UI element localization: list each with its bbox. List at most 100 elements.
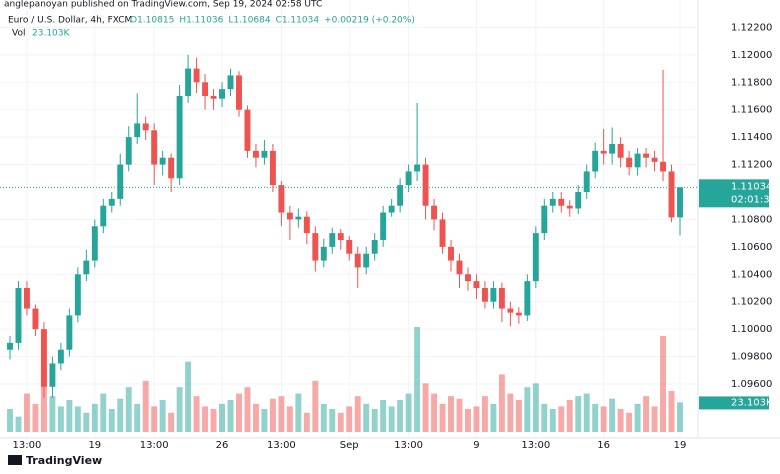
volume-bar	[677, 402, 683, 432]
candle-body	[549, 198, 556, 206]
volume-bar	[380, 400, 387, 432]
volume-bar	[83, 412, 90, 432]
volume-bar	[244, 387, 251, 432]
volume-bar	[490, 403, 497, 432]
volume-bar	[312, 380, 319, 432]
candle-body	[371, 240, 378, 254]
volume-bar	[507, 393, 514, 432]
volume-bar	[57, 406, 64, 432]
candle-body	[558, 198, 565, 206]
volume-bar	[125, 387, 132, 432]
volume-bar	[185, 361, 192, 432]
volume-bar	[202, 406, 209, 432]
volume-bar	[498, 374, 505, 432]
volume-legend-value: 23.103K	[32, 29, 70, 39]
volume-bar	[524, 387, 531, 432]
volume-bar	[303, 412, 310, 432]
volume-bar	[397, 400, 404, 432]
candle-body	[439, 219, 446, 247]
candle-body	[108, 198, 115, 206]
volume-bar	[558, 406, 565, 432]
candle-body	[168, 157, 175, 179]
candle-body	[660, 161, 667, 172]
volume-bar	[278, 396, 285, 432]
candle-body	[227, 75, 234, 90]
x-tick-label: 13:00	[394, 440, 423, 451]
candle-body	[600, 150, 607, 154]
candle-body	[448, 246, 454, 261]
volume-bar	[439, 403, 446, 432]
ohlc-legend: L1.10684	[228, 16, 271, 26]
candle-body	[286, 212, 293, 220]
candle-body	[651, 157, 658, 162]
x-tick-label: 19	[674, 440, 687, 451]
symbol: Euro / U.S. Dollar, 4h, FXCM	[8, 16, 132, 26]
y-tick-label: 1.11800	[731, 77, 772, 88]
y-tick-label: 1.10400	[731, 269, 772, 280]
volume-bar	[210, 408, 217, 432]
candle-body	[202, 82, 209, 96]
volume-bar	[219, 403, 225, 432]
volume-bar	[592, 403, 599, 432]
volume-bar	[15, 416, 22, 432]
volume-bar	[583, 393, 590, 432]
volume-bar	[252, 403, 259, 432]
volume-bar	[49, 396, 56, 432]
candle-body	[151, 130, 158, 165]
volume-bar	[7, 408, 13, 432]
candle-body	[83, 260, 90, 275]
y-tick-label: 1.10600	[731, 242, 772, 253]
candle-body	[23, 288, 30, 309]
volume-bar	[566, 400, 573, 432]
candle-body	[236, 75, 242, 110]
volume-bar	[668, 391, 675, 432]
candle-body	[643, 153, 650, 158]
volume-bar	[23, 393, 30, 432]
y-tick-label: 1.10000	[731, 324, 772, 335]
candle-body	[329, 233, 336, 247]
candle-body	[414, 164, 421, 172]
y-tick-label: 1.09800	[731, 352, 772, 363]
candle-body	[481, 288, 488, 302]
candle-body	[49, 363, 56, 387]
candle-body	[541, 205, 548, 234]
candle-body	[219, 89, 225, 99]
volume-bar	[465, 408, 471, 432]
volume-bar	[532, 383, 539, 432]
candle-body	[193, 68, 200, 83]
ohlc-legend: C1.11034	[276, 16, 320, 26]
candle-body	[422, 164, 429, 206]
candle-body	[354, 253, 361, 268]
x-tick-label: 13:00	[13, 440, 42, 451]
volume-bar	[643, 396, 650, 432]
candle-body	[244, 109, 251, 151]
candle-body	[142, 123, 149, 131]
y-tick-label: 1.12000	[731, 50, 772, 61]
candle-body	[125, 137, 132, 165]
candle-body	[57, 349, 64, 364]
candle-body	[405, 171, 412, 186]
candle-body	[507, 308, 514, 313]
x-tick-label: 9	[473, 440, 479, 451]
candle-body	[159, 157, 166, 165]
volume-bar	[320, 403, 327, 432]
volume-bar	[448, 396, 454, 432]
volume-bar	[600, 406, 607, 432]
x-tick-label: 13:00	[267, 440, 296, 451]
candle-body	[15, 288, 22, 343]
ohlc-legend: H1.11036	[179, 16, 223, 26]
volume-bar	[473, 406, 480, 432]
candle-body	[380, 212, 387, 240]
candle-body	[498, 288, 505, 309]
candle-body	[431, 205, 438, 220]
y-tick-label: 1.11600	[731, 105, 772, 116]
candle-body	[312, 233, 319, 261]
volume-bar	[626, 412, 633, 432]
volume-bar	[329, 408, 336, 432]
volume-bar	[515, 400, 522, 432]
brand: TradingView	[26, 454, 102, 467]
candle-body	[176, 96, 183, 179]
volume-bar	[617, 408, 624, 432]
volume-bar	[227, 400, 234, 432]
candle-body	[397, 185, 404, 206]
